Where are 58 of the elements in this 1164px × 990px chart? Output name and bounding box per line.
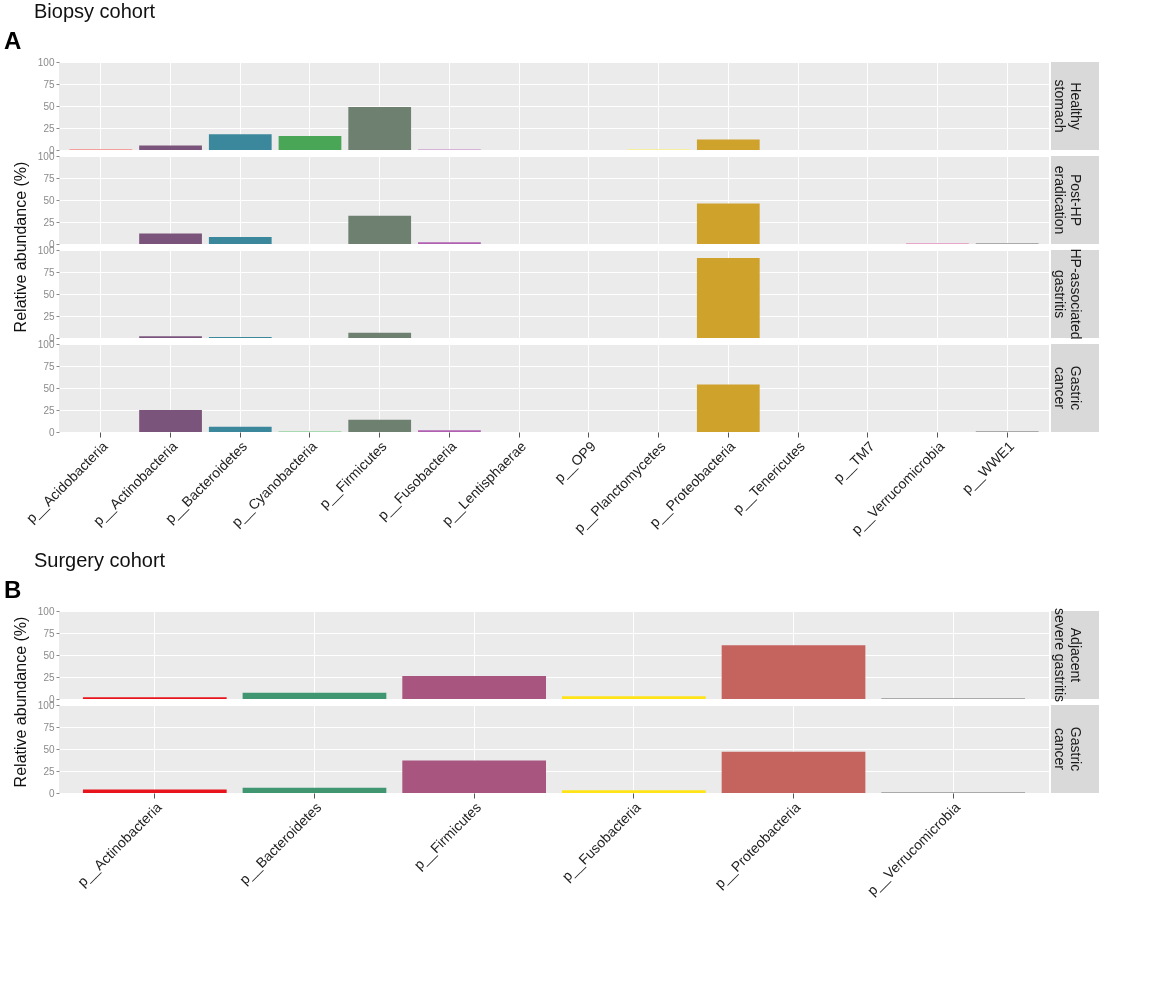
y-tick-label: 50 bbox=[43, 743, 55, 755]
bar bbox=[139, 410, 202, 432]
y2-axis-title: Gastric cancer bbox=[1052, 365, 1084, 411]
y-tick-label: 75 bbox=[43, 78, 55, 90]
bar bbox=[721, 645, 866, 699]
bar bbox=[82, 789, 227, 793]
y-tick-label: 0 bbox=[48, 787, 55, 799]
bar bbox=[348, 215, 412, 244]
y-tick-label: 0 bbox=[48, 426, 55, 438]
y-tick-label: 100 bbox=[37, 605, 55, 617]
y-tick-label: 25 bbox=[43, 122, 55, 134]
bar bbox=[208, 134, 272, 150]
y-axis-title: Relative abundance (%) bbox=[12, 161, 29, 333]
bar bbox=[696, 203, 760, 244]
y-tick-label: 75 bbox=[43, 266, 55, 278]
y2-axis-title: Post-HP eradication bbox=[1052, 165, 1084, 235]
bar bbox=[348, 106, 412, 150]
y-tick-label: 75 bbox=[43, 360, 55, 372]
y-tick-label: 75 bbox=[43, 627, 55, 639]
y-tick-label: 75 bbox=[43, 721, 55, 733]
bar bbox=[278, 135, 342, 150]
bar bbox=[348, 332, 412, 338]
bar bbox=[696, 257, 760, 338]
bar bbox=[139, 145, 202, 150]
bar bbox=[242, 787, 387, 793]
bar bbox=[696, 384, 760, 432]
bar bbox=[348, 419, 412, 432]
bar bbox=[721, 751, 866, 793]
y-tick-label: 25 bbox=[43, 216, 55, 228]
bar bbox=[561, 696, 706, 699]
bar bbox=[561, 790, 706, 793]
y-tick-label: 25 bbox=[43, 310, 55, 322]
chart-title: Surgery cohort bbox=[34, 549, 166, 571]
y2-axis-title: Healthy stomach bbox=[1052, 79, 1084, 133]
bar bbox=[208, 426, 272, 432]
text: B bbox=[4, 576, 22, 603]
y-tick-label: 50 bbox=[43, 194, 55, 206]
y-tick-label: 50 bbox=[43, 382, 55, 394]
y-tick-label: 25 bbox=[43, 404, 55, 416]
y-tick-label: 75 bbox=[43, 172, 55, 184]
chart-title: Biopsy cohort bbox=[34, 0, 156, 22]
y-tick-label: 25 bbox=[43, 765, 55, 777]
y2-axis-title: Gastric cancer bbox=[1052, 726, 1084, 772]
y-tick-label: 50 bbox=[43, 649, 55, 661]
y2-axis-title: HP-associated gastritis bbox=[1052, 248, 1084, 340]
bar bbox=[242, 692, 387, 699]
y2-axis-title: Adjacent severe gastritis bbox=[1052, 607, 1084, 703]
bar bbox=[208, 236, 272, 244]
y-tick-label: 25 bbox=[43, 671, 55, 683]
y-tick-label: 100 bbox=[37, 56, 55, 68]
bar bbox=[696, 139, 760, 150]
bar bbox=[139, 233, 202, 244]
bar bbox=[402, 760, 547, 793]
text: A bbox=[4, 27, 22, 54]
bar bbox=[402, 676, 547, 699]
y-tick-label: 50 bbox=[43, 100, 55, 112]
y-tick-label: 50 bbox=[43, 288, 55, 300]
y-axis-title: Relative abundance (%) bbox=[12, 616, 29, 788]
